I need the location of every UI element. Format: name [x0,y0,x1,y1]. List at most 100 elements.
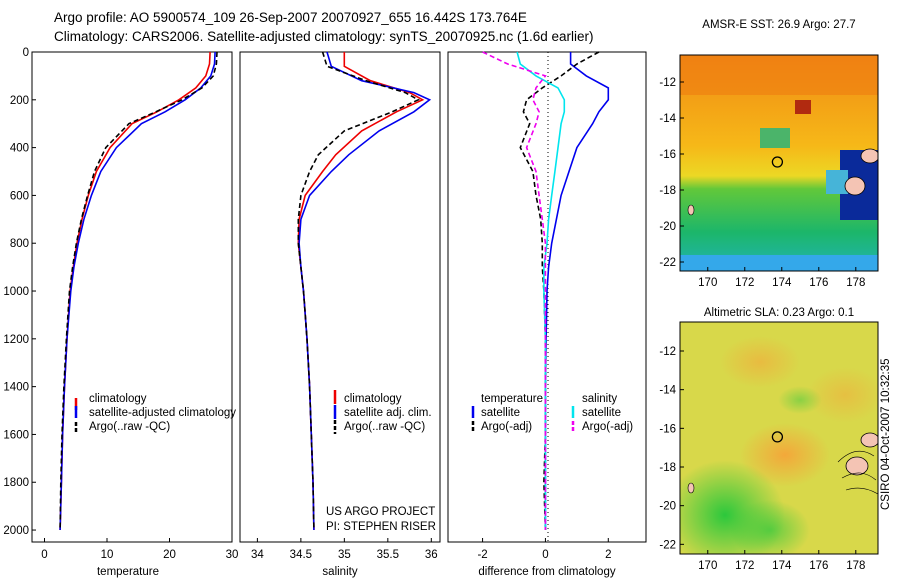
legend-argo-label: Argo(..raw -QC) [89,421,170,433]
salinity-xtick-label: 36 [425,549,438,561]
depth-ytick-label: 2000 [3,525,29,537]
sst_map-ytick-label: -18 [659,185,676,197]
sla_map-ytick-label: -22 [659,539,676,551]
sla-low-anomaly-south [730,500,810,554]
sst_map-xtick-label: 174 [772,277,792,289]
sst-map-title: AMSR-E SST: 26.9 Argo: 27.7 [702,19,855,31]
figure-title-line2: Climatology: CARS2006. Satellite-adjuste… [54,29,594,44]
diff-legend-temp-satellite-label: satellite [481,407,520,419]
timestamp-stamp: CSIRO 04-Oct-2007 10:32:35 [880,358,892,511]
sla_map-xtick-label: 174 [772,560,792,572]
sla_map-xtick-label: 176 [809,560,828,572]
sst-warm-band [680,55,878,95]
island-viti-levu-sla [845,456,869,476]
legend-climatology-label: climatology [89,393,147,405]
island-vanua-levu-sst [860,148,878,164]
depth-ytick-label: 1800 [3,477,29,489]
salinity-axis-label: salinity [322,566,357,578]
island-vanuatu-sla [687,482,695,494]
sst_map-xtick-label: 172 [735,277,754,289]
difference-tick-labels: -2 0 2 [477,538,611,561]
difference-series-1 [519,51,600,531]
temperature-xtick-label: 30 [226,549,239,561]
sst-tick-labels: 170 172 174 176 178 -12 -14 -16 -18 -20 -22 [659,77,865,289]
sst_map-ytick-label: -14 [659,113,676,125]
island-vanuatu-sst [687,204,695,216]
temperature-xtick-label: 0 [41,549,47,561]
temperature-xtick-label: 20 [163,549,176,561]
sla-axes-box [679,321,879,555]
sst-axes-box [679,54,879,272]
depth-ytick-label: 1200 [3,334,29,346]
sla_map-ytick-label: -14 [659,385,676,397]
temperature-axis-label: temperature [97,566,159,578]
sal-legend-climatology-label: climatology [344,393,402,405]
temperature-series-group [59,51,218,531]
sla_map-ytick-label: -12 [659,346,676,358]
sst_map-xtick-label: 178 [846,277,865,289]
credit-project: US ARGO PROJECT [326,506,435,518]
sal-legend-argo-label: Argo(..raw -QC) [344,421,425,433]
salinity-tick-labels: 34 34.5 35 35.5 36 [251,538,438,561]
figure-title-line1: Argo profile: AO 5900574_109 26-Sep-2007… [54,10,527,25]
legend-satellite-adjusted-label: satellite-adjusted climatology [89,407,236,419]
salinity-panel: 34 34.5 35 35.5 36 salinity climatology sate… [239,51,441,578]
temperature-series-2 [59,51,218,531]
depth-ytick-label: 1000 [3,286,29,298]
salinity-xtick-label: 35.5 [377,549,399,561]
salinity-xtick-label: 34 [251,549,264,561]
temperature-panel: 0 200 400 600 800 1000 1200 1400 1600 1800 2000 0 1… [3,47,238,578]
sst-southern-band [680,255,878,271]
sla-low-anomaly-central [778,386,822,414]
sla_map-xtick-label: 172 [735,560,754,572]
island-viti-levu-sst [844,176,866,196]
salinity-series-2 [297,51,421,531]
depth-tick-labels: 0 200 400 600 800 1000 1200 1400 1600 1800 2000 [3,47,36,537]
sla-contour-lines [837,450,878,495]
credit-pi: PI: STEPHEN RISER [326,521,436,533]
temperature-xtick-label: 10 [101,549,114,561]
difference-panel: -2 0 2 difference from climatology tempera… [447,51,647,578]
diff-legend-sal-satellite-label: satellite [582,407,621,419]
depth-ytick-label: 400 [10,143,29,155]
difference-series-3 [482,51,547,530]
sst_map-ytick-label: -20 [659,221,676,233]
depth-ytick-label: 200 [10,95,29,107]
sst_map-ytick-label: -12 [659,77,676,89]
salinity-xtick-label: 35 [338,549,351,561]
argo-location-marker-sla [771,431,784,443]
difference-xtick-label: 0 [542,549,548,561]
sla_map-xtick-label: 170 [698,560,717,572]
island-vanua-levu-sla [860,432,878,448]
salinity-xtick-label: 34.5 [290,549,312,561]
difference-xtick-label: 2 [605,549,611,561]
sla_map-ytick-label: -16 [659,423,676,435]
sla-map-panel: Altimetric SLA: 0.23 Argo: 0.1 170 172 174… [659,307,879,572]
sla_map-ytick-label: -20 [659,501,676,513]
depth-ytick-label: 1400 [3,382,29,394]
diff-legend-sal-argo-label: Argo(-adj) [582,421,633,433]
sla_map-ytick-label: -18 [659,462,676,474]
sla-high-anomaly-east [807,367,878,423]
diff-legend-temperature-header: temperature [481,393,543,405]
sst_map-xtick-label: 170 [698,277,717,289]
sla_map-xtick-label: 178 [846,560,865,572]
sal-legend-satellite-label: satellite adj. clim. [344,407,432,419]
sla-high-anomaly [740,423,830,487]
salinity-axes-box [239,51,441,543]
sla-tick-labels: 170 172 174 176 178 -12 -14 -16 -18 -20 -22 [659,346,865,572]
sst_map-ytick-label: -16 [659,149,676,161]
sla-map-title: Altimetric SLA: 0.23 Argo: 0.1 [704,307,854,319]
diff-legend-temp-argo-label: Argo(-adj) [481,421,532,433]
argo-location-marker-sst [771,156,784,168]
depth-ytick-label: 800 [10,238,29,250]
depth-ytick-label: 600 [10,190,29,202]
sst_map-xtick-label: 176 [809,277,828,289]
difference-xtick-label: -2 [477,549,487,561]
depth-ytick-label: 0 [23,47,29,59]
sst-map-panel: AMSR-E SST: 26.9 Argo: 27.7 170 172 174 176… [659,19,879,289]
depth-ytick-label: 1600 [3,429,29,441]
sst_map-ytick-label: -22 [659,257,676,269]
sla-high-anomaly-north [720,336,800,388]
